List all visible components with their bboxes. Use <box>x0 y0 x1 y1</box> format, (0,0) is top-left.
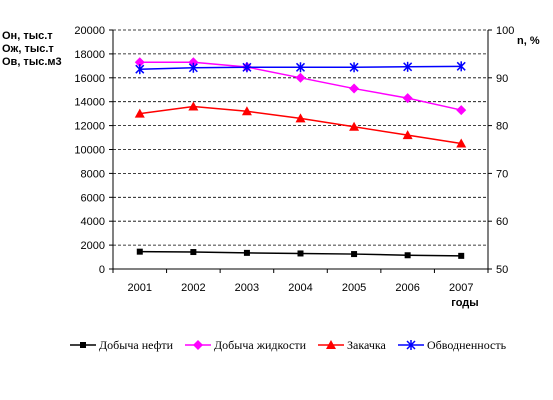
data-point <box>349 121 360 131</box>
data-point <box>241 106 252 116</box>
legend-marker <box>80 342 86 348</box>
left-tick-label: 6000 <box>81 192 105 204</box>
x-tick-label: 2004 <box>288 282 312 294</box>
legend: Добыча нефти Добыча жидкости Закачка Обводн… <box>70 338 507 352</box>
legend-item: Добыча жидкости <box>185 338 307 352</box>
right-tick-label: 90 <box>496 73 508 85</box>
x-tick-label: 2006 <box>395 282 419 294</box>
data-point <box>402 130 413 140</box>
data-point <box>243 249 250 256</box>
left-tick-label: 16000 <box>74 73 105 85</box>
right-tick-label: 80 <box>496 121 508 133</box>
x-tick-label: 2007 <box>449 282 473 294</box>
legend-item: Закачка <box>318 338 387 352</box>
data-point <box>295 113 306 123</box>
legend-label: Добыча жидкости <box>214 338 307 352</box>
data-point <box>349 62 359 73</box>
left-tick-label: 2000 <box>81 240 105 252</box>
x-tick-label: 2003 <box>235 282 259 294</box>
data-point <box>136 248 143 255</box>
legend-label: Закачка <box>347 338 387 352</box>
gridlines <box>113 29 488 246</box>
data-point <box>295 62 306 73</box>
left-axis-label-line-3: Ов, тыс.м3 <box>2 56 62 68</box>
left-tick-label: 14000 <box>74 97 105 109</box>
data-point <box>349 83 360 94</box>
right-axis-label: n, % <box>517 35 540 47</box>
data-point <box>242 62 252 73</box>
data-point <box>134 57 145 68</box>
series-4 <box>135 61 466 75</box>
series-1 <box>136 248 465 259</box>
left-tick-label: 8000 <box>81 168 105 180</box>
series <box>134 57 467 259</box>
x-axis-ticks: 2001 2002 2003 2004 2005 2006 2007 <box>112 269 489 294</box>
legend-marker <box>406 340 416 350</box>
left-tick-label: 20000 <box>74 25 105 37</box>
left-tick-label: 0 <box>99 264 105 276</box>
series-3 <box>134 101 467 148</box>
right-axis-ticks: 50 60 70 80 90 100 <box>488 25 514 276</box>
data-point <box>188 101 199 111</box>
data-point <box>190 249 197 256</box>
legend-label: Обводненность <box>427 338 507 352</box>
left-tick-label: 10000 <box>74 145 105 157</box>
right-tick-label: 60 <box>496 216 508 228</box>
data-point <box>297 250 304 257</box>
left-axis-label-line-1: Он, тыс.т <box>2 30 53 42</box>
x-tick-label: 2002 <box>181 282 205 294</box>
data-point <box>456 105 467 116</box>
left-axis-label-line-2: Ож, тыс.т <box>2 43 54 55</box>
legend-marker <box>193 340 203 350</box>
right-tick-label: 100 <box>496 25 514 37</box>
data-point <box>456 138 467 148</box>
left-tick-label: 18000 <box>74 49 105 61</box>
data-point <box>188 62 198 73</box>
data-point <box>458 252 465 259</box>
legend-item: Обводненность <box>398 338 507 352</box>
data-point <box>135 64 145 75</box>
legend-marker <box>326 340 336 349</box>
data-point <box>456 61 466 72</box>
left-tick-label: 4000 <box>81 216 105 228</box>
data-point <box>134 108 145 118</box>
data-point <box>351 251 358 258</box>
x-tick-label: 2001 <box>128 282 152 294</box>
x-axis-label: годы <box>451 297 478 309</box>
left-axis-ticks: 0 2000 4000 6000 8000 10000 12000 14000 16000 180… <box>74 25 113 276</box>
data-point <box>402 93 413 104</box>
right-tick-label: 50 <box>496 264 508 276</box>
series-line <box>139 105 462 145</box>
data-point <box>295 72 306 83</box>
data-point <box>403 61 413 72</box>
right-tick-label: 70 <box>496 168 508 180</box>
data-point <box>404 252 411 259</box>
x-tick-label: 2005 <box>342 282 366 294</box>
left-tick-label: 12000 <box>74 121 105 133</box>
legend-label: Добыча нефти <box>99 338 174 352</box>
legend-item: Добыча нефти <box>70 338 174 352</box>
